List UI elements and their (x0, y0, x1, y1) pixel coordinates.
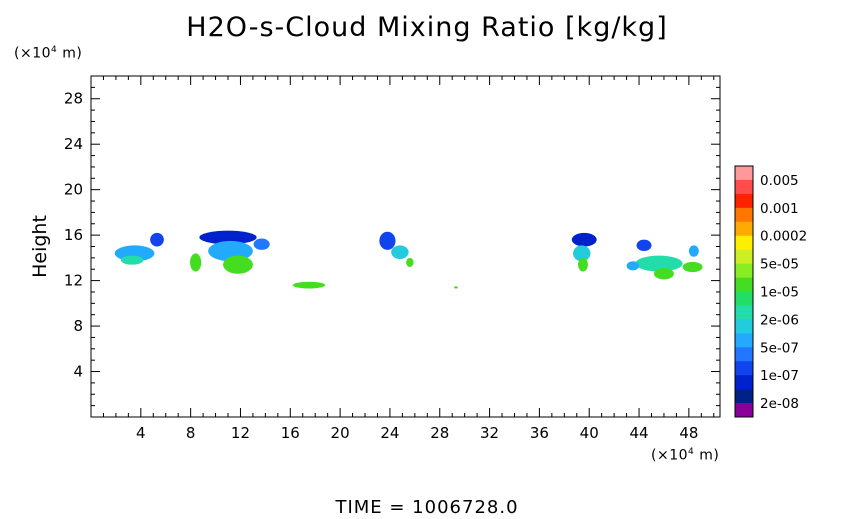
colorbar-segment (735, 249, 753, 264)
colorbar-segment (735, 277, 753, 292)
colorbar-segment (735, 235, 753, 250)
x-tick-label: 40 (580, 424, 599, 442)
colorbar-frame (734, 165, 754, 418)
colorbar-segment (735, 179, 753, 195)
cloud-patch (120, 255, 144, 265)
colorbar-segment (735, 361, 753, 376)
x-tick-label: 20 (331, 424, 350, 442)
cloud-patch (682, 261, 703, 273)
x-tick-label: 28 (430, 424, 449, 442)
x-unit-exponent: 4 (688, 447, 695, 457)
time-label: TIME = 1006728.0 (335, 497, 519, 518)
y-unit-suffix: m) (57, 45, 83, 62)
x-tick-label: 36 (530, 424, 549, 442)
cloud-patch (571, 232, 597, 247)
cloud-patch (688, 245, 699, 257)
x-axis-unit: (×104 m) (651, 447, 719, 464)
colorbar-segment (735, 193, 753, 209)
cloud-patch (379, 231, 396, 250)
x-tick-label: 24 (380, 424, 399, 442)
x-tick-label: 12 (231, 424, 250, 442)
x-tick-label: 32 (480, 424, 499, 442)
colorbar-segment (735, 333, 753, 348)
cloud-patch (391, 245, 409, 260)
colorbar-segment (735, 389, 753, 404)
colorbar-segment (735, 375, 753, 390)
y-tick-label: 12 (64, 272, 83, 290)
colorbar-label: 2e-08 (760, 396, 799, 412)
y-tick-label: 24 (64, 135, 83, 153)
y-tick-label: 28 (64, 90, 83, 108)
cloud-patch (578, 257, 588, 272)
colorbar-label: 0.001 (760, 201, 799, 217)
cloud-patch (626, 261, 640, 271)
y-unit-exponent: 4 (51, 45, 58, 55)
y-axis-unit: (×104 m) (14, 45, 82, 62)
cloud-patch (636, 239, 652, 252)
colorbar-segment (735, 166, 753, 181)
colorbar-segment (735, 263, 753, 278)
x-unit-suffix: m) (694, 447, 720, 464)
cloud-patch (253, 238, 270, 250)
cloud-patch (150, 232, 164, 247)
y-tick-label: 20 (64, 181, 83, 199)
x-tick-label: 4 (136, 424, 146, 442)
y-tick-label: 4 (73, 363, 83, 381)
cloud-patch (635, 255, 683, 272)
y-unit-prefix: (×10 (14, 45, 52, 62)
cloud-patch (292, 281, 326, 289)
colorbar-label: 2e-06 (760, 312, 799, 328)
x-tick-label: 8 (186, 424, 196, 442)
x-unit-prefix: (×10 (651, 447, 689, 464)
cloud-patch (223, 255, 253, 274)
chart-title: H2O-s-Cloud Mixing Ratio [kg/kg] (186, 12, 668, 43)
y-tick-label: 16 (64, 226, 83, 244)
cloud-patch (653, 268, 674, 280)
cloud-patch (190, 253, 202, 272)
colorbar-segment (735, 319, 753, 334)
colorbar-label: 0.005 (760, 173, 799, 189)
colorbar-segment (735, 347, 753, 362)
cloud-patch (454, 286, 458, 289)
colorbar-label: 5e-05 (760, 257, 799, 273)
colorbar-label: 1e-07 (760, 368, 799, 384)
colorbar-label: 0.0002 (760, 229, 807, 245)
x-tick-label: 48 (679, 424, 698, 442)
cloud-patch (406, 257, 414, 267)
colorbar-segment (735, 221, 753, 237)
y-tick-label: 8 (73, 317, 83, 335)
colorbar-segment (735, 291, 753, 306)
colorbar-label: 1e-05 (760, 285, 799, 301)
plot-frame (90, 75, 721, 418)
cloud-patch (573, 245, 591, 262)
x-tick-label: 16 (281, 424, 300, 442)
colorbar-segment (735, 305, 753, 320)
colorbar-segment (735, 403, 753, 418)
cloud-patch (199, 230, 257, 245)
y-axis-label: Height (29, 215, 51, 278)
colorbar-label: 5e-07 (760, 340, 799, 356)
colorbar-segment (735, 207, 753, 223)
x-tick-label: 44 (629, 424, 648, 442)
